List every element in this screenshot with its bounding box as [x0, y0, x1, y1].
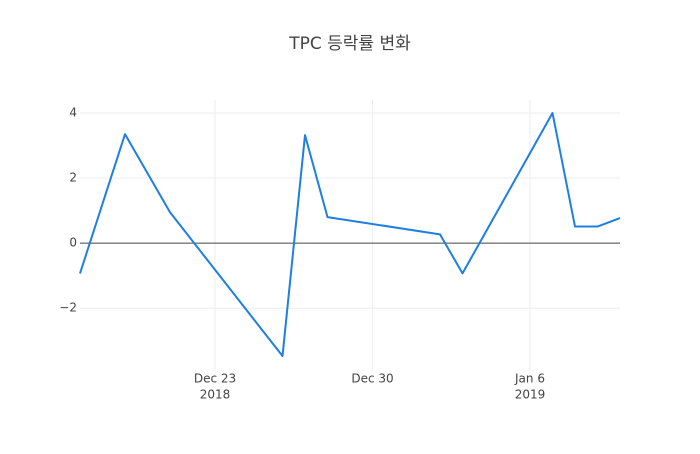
chart-title: TPC 등락률 변화 — [288, 34, 411, 54]
x-tick-label: Jan 6 — [514, 372, 545, 386]
y-tick-label: 2 — [69, 171, 77, 185]
y-tick-label: 0 — [69, 236, 77, 250]
x-tick-label: Dec 23 — [194, 372, 236, 386]
x-tick-year: 2018 — [200, 388, 231, 402]
x-tick-year: 2019 — [515, 388, 546, 402]
y-tick-label: −2 — [59, 301, 77, 315]
line-series — [79, 112, 621, 358]
y-tick-label: 4 — [69, 106, 77, 120]
x-tick-label: Dec 30 — [351, 372, 393, 386]
